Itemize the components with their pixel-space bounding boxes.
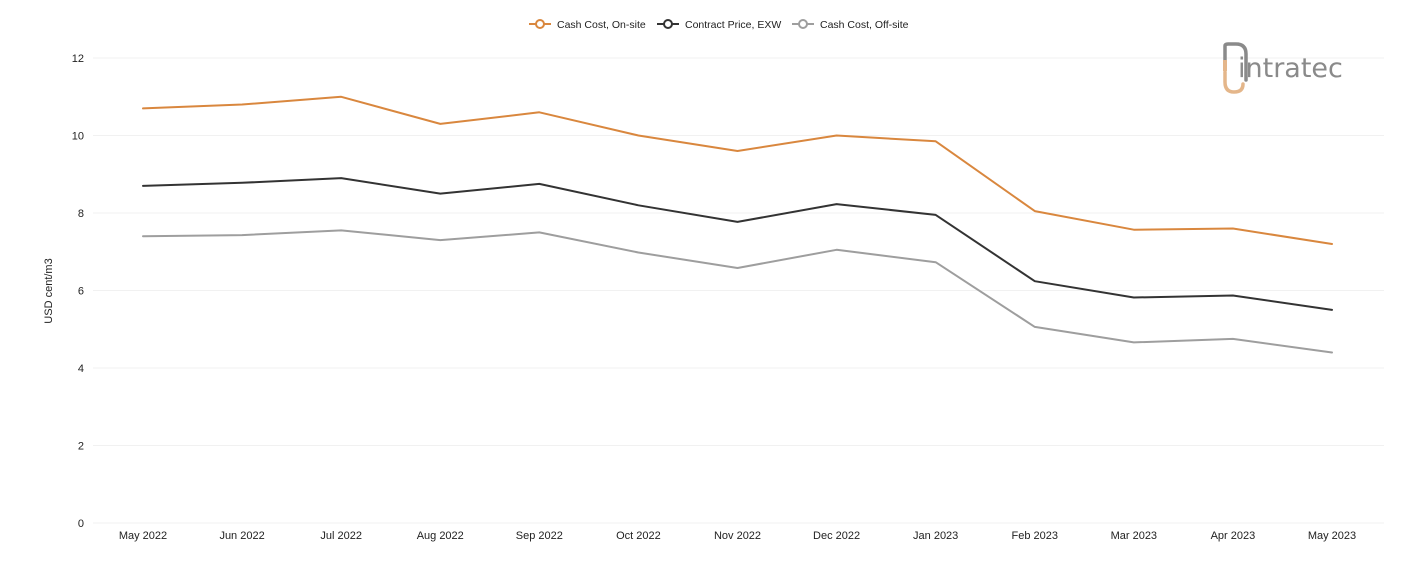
logo-text: intratec [1238,53,1343,84]
legend-label: Contract Price, EXW [685,19,781,31]
legend-label: Cash Cost, Off-site [820,19,909,31]
x-tick-label: Oct 2022 [616,530,661,542]
series-line [142,177,1333,311]
x-tick-label: May 2022 [119,530,167,542]
x-tick-label: Jul 2022 [320,530,362,542]
legend-label: Cash Cost, On-site [557,19,646,31]
x-tick-label: May 2023 [1308,530,1356,542]
y-tick-label: 0 [78,518,84,530]
gridlines [93,57,1384,524]
series-lines [142,95,1333,354]
legend-item[interactable]: Cash Cost, Off-site [792,19,909,31]
y-axis: 0 2 4 6 8 10 12 [72,53,84,530]
y-tick-label: 8 [78,208,84,220]
y-tick-label: 2 [78,441,84,453]
legend-item[interactable]: Contract Price, EXW [657,19,781,31]
legend-marker [663,19,673,29]
x-tick-label: Apr 2023 [1211,530,1256,542]
y-tick-label: 10 [72,131,84,143]
x-tick-label: Feb 2023 [1012,530,1058,542]
y-tick-label: 6 [78,286,84,298]
x-axis: May 2022 Jun 2022 Jul 2022 Aug 2022 Sep 2022… [119,530,1356,542]
x-tick-label: Jan 2023 [913,530,958,542]
legend-item[interactable]: Cash Cost, On-site [529,19,646,31]
legend-marker [798,19,808,29]
y-axis-title: USD cent/m3 [43,258,55,323]
y-tick-label: 12 [72,53,84,65]
legend-marker [535,19,545,29]
x-tick-label: Dec 2022 [813,530,860,542]
x-tick-label: Jun 2022 [219,530,264,542]
intratec-logo: intratec [1223,42,1343,94]
legend: Cash Cost, On-site Contract Price, EXW Cas… [529,19,909,31]
x-tick-label: Nov 2022 [714,530,761,542]
x-tick-label: Sep 2022 [516,530,563,542]
x-tick-label: Aug 2022 [417,530,464,542]
series-line [142,229,1333,354]
x-tick-label: Mar 2023 [1111,530,1157,542]
y-tick-label: 4 [78,363,84,375]
intratec-logo-icon [1223,42,1248,94]
